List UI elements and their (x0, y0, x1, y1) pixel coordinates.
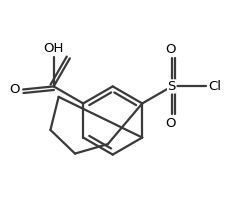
Text: S: S (168, 80, 176, 93)
Text: O: O (166, 117, 176, 130)
Text: Cl: Cl (209, 80, 222, 93)
Text: OH: OH (44, 42, 64, 55)
Text: O: O (9, 83, 20, 96)
Text: O: O (166, 43, 176, 56)
